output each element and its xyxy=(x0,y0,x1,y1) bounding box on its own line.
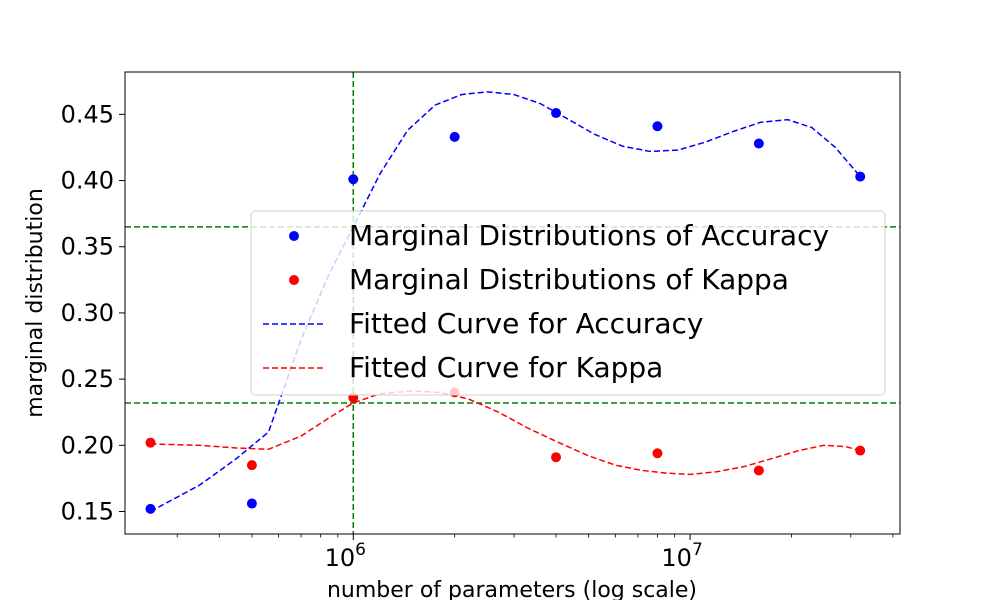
data-point-s0-3 xyxy=(449,131,460,142)
data-point-s0-0 xyxy=(145,503,156,514)
legend-label-0: Marginal Distributions of Accuracy xyxy=(349,219,829,252)
data-point-s1-5 xyxy=(652,448,663,459)
axes: 106 107 0.15 0.20 0.25 0.30 0.35 0.40 0.45 xyxy=(61,71,901,572)
data-point-s1-4 xyxy=(551,452,562,463)
data-point-s0-5 xyxy=(652,121,663,132)
data-point-s0-4 xyxy=(551,108,562,119)
data-point-s0-2 xyxy=(348,174,359,185)
data-point-s1-0 xyxy=(145,437,156,448)
data-point-s1-7 xyxy=(855,445,866,456)
legend-box xyxy=(250,210,886,396)
data-point-s1-6 xyxy=(753,465,764,476)
legend: Marginal Distributions of Accuracy Margin… xyxy=(250,210,886,396)
y-ticks: 0.15 0.20 0.25 0.30 0.35 0.40 0.45 xyxy=(61,100,125,525)
x-major-ticks: 106 107 xyxy=(325,534,703,572)
x-minor-ticks xyxy=(176,534,894,538)
data-point-s0-1 xyxy=(246,498,257,509)
plot-frame xyxy=(124,71,901,535)
y-tick-label: 0.45 xyxy=(61,100,114,128)
legend-label-3: Fitted Curve for Kappa xyxy=(349,351,663,384)
y-tick-label: 0.20 xyxy=(61,431,114,459)
legend-label-2: Fitted Curve for Accuracy xyxy=(349,307,703,340)
x-axis-label: number of parameters (log scale) xyxy=(327,578,697,600)
fitted-curve-3 xyxy=(150,390,861,476)
legend-marker-0 xyxy=(289,231,299,241)
y-tick-label: 0.30 xyxy=(61,299,114,327)
legend-items: Marginal Distributions of Accuracy Margin… xyxy=(263,219,829,384)
y-tick-label: 0.40 xyxy=(61,167,114,195)
data-point-s1-1 xyxy=(246,460,257,471)
data-point-s0-6 xyxy=(753,138,764,149)
y-tick-label: 0.25 xyxy=(61,365,114,393)
legend-marker-1 xyxy=(289,275,299,285)
x-tick-label: 107 xyxy=(661,540,702,572)
y-tick-label: 0.35 xyxy=(61,233,114,261)
y-axis-label: marginal distribution xyxy=(23,188,48,418)
data-point-s0-7 xyxy=(855,171,866,182)
legend-label-1: Marginal Distributions of Kappa xyxy=(349,263,789,296)
y-tick-label: 0.15 xyxy=(61,497,114,525)
x-tick-label: 106 xyxy=(325,540,366,572)
